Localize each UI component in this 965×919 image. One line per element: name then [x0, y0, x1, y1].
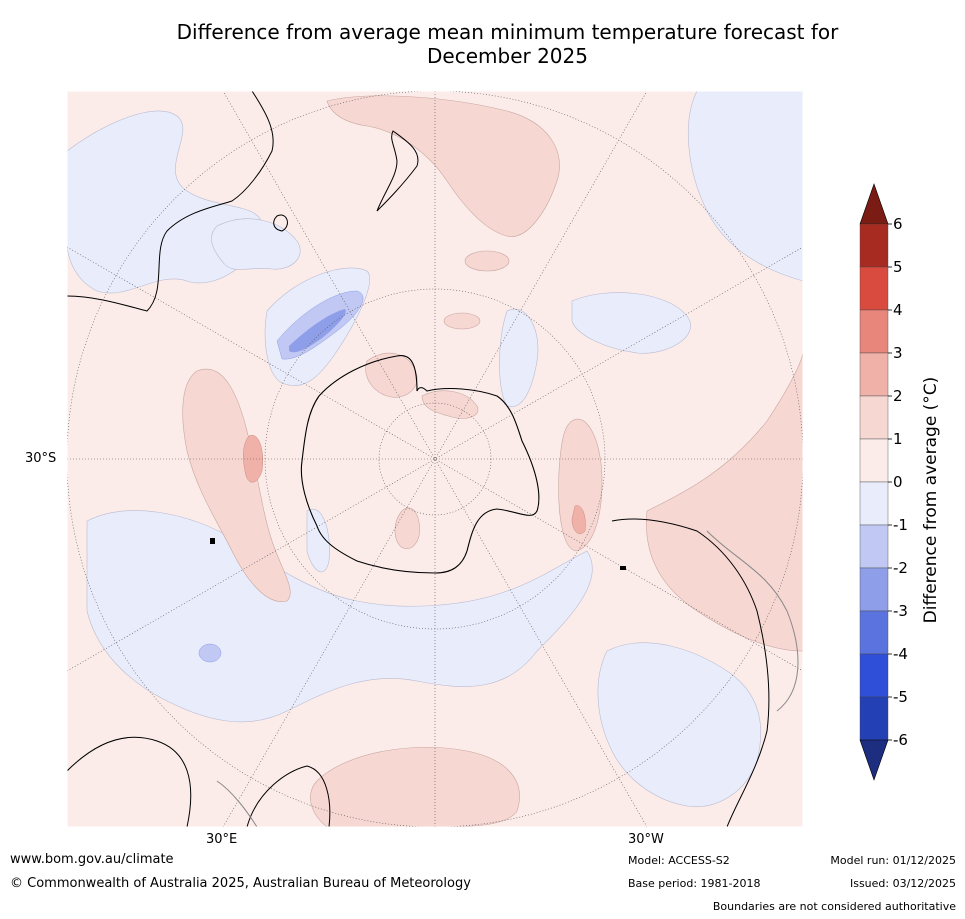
colorbar-segment [859, 567, 889, 612]
colorbar-tick-label: 4 [893, 301, 903, 319]
longitude-label-30w: 30°W [628, 832, 664, 847]
warm-spot-2 [443, 312, 481, 330]
footer-url: www.bom.gov.au/climate [10, 852, 174, 867]
colorbar-tick-label: 5 [893, 258, 903, 276]
warm-region-ross [394, 507, 420, 549]
colorbar-segment [859, 610, 889, 655]
cool-anomaly-regions [67, 91, 803, 808]
cool-region-south-east [597, 642, 762, 808]
continent-coastlines [67, 91, 799, 827]
colorbar-segment [859, 223, 889, 268]
moderate-cool-spot [198, 643, 222, 663]
footer-model-run: Model run: 01/12/2025 [830, 854, 956, 867]
warm-spot-1 [464, 250, 510, 272]
forecast-map [67, 91, 803, 827]
island-kerguelen [210, 538, 215, 544]
warm-region-south-america [646, 350, 803, 652]
warm-region-atlantic [558, 418, 603, 552]
colorbar-label-wrap: Difference from average (°C) [916, 377, 946, 624]
africa-coastline [67, 736, 192, 827]
warm-region-antarctic-peninsula [365, 352, 418, 398]
footer-model: Model: ACCESS-S2 [628, 854, 730, 867]
cool-region-rim [306, 508, 330, 573]
colorbar-tick-label: 1 [893, 430, 903, 448]
colorbar-tick-label: 6 [893, 215, 903, 233]
cool-region-north-east [688, 91, 803, 282]
warm-region-central [182, 368, 291, 602]
meridian-60w [67, 246, 803, 672]
strong-cool-streak [289, 309, 346, 353]
colorbar-segment [859, 524, 889, 569]
warm-region-south [310, 746, 520, 827]
chart-title: Difference from average mean minimum tem… [60, 20, 955, 68]
warm-region-weddell [421, 390, 479, 419]
title-line-1: Difference from average mean minimum tem… [176, 20, 839, 44]
colorbar-label: Difference from average (°C) [921, 376, 941, 624]
colorbar-tick-label: -4 [893, 645, 908, 663]
strong-warm-spot-atlantic [571, 505, 586, 535]
colorbar-tick-label: -2 [893, 559, 908, 577]
colorbar-segment [859, 653, 889, 698]
colorbar-extend-bottom [859, 739, 889, 781]
footer-disclaimer: Boundaries are not considered authoritat… [712, 900, 956, 913]
antarctica-coastline [300, 355, 540, 574]
colorbar-segment [859, 309, 889, 354]
colorbar-segment [859, 696, 889, 741]
africa-south-coastline [246, 765, 331, 827]
colorbar-segment [859, 438, 889, 483]
australia-coastline [67, 91, 274, 312]
colorbar-tick-label: -3 [893, 602, 908, 620]
south-america-border [706, 530, 799, 712]
colorbar-tick-label: -6 [893, 731, 908, 749]
south-africa-border [216, 780, 258, 827]
meridian-30e [222, 91, 648, 827]
islands [210, 538, 626, 570]
footer-issued: Issued: 03/12/2025 [849, 877, 956, 890]
graticule [67, 91, 803, 827]
cool-region-pacific [571, 292, 691, 354]
colorbar-tick-label: -5 [893, 688, 908, 706]
colorbar-segment [859, 395, 889, 440]
tasmania-coastline [273, 214, 288, 232]
footer-base-period: Base period: 1981-2018 [628, 877, 761, 890]
colorbar-tick-label: 0 [893, 473, 903, 491]
colorbar-segment [859, 481, 889, 526]
meridian-60e [67, 246, 803, 672]
colorbar-tick-label: 3 [893, 344, 903, 362]
colorbar-tick-label: -1 [893, 516, 908, 534]
colorbar-segment [859, 352, 889, 397]
cool-region-drake [499, 308, 539, 408]
colorbar-tick-label: 2 [893, 387, 903, 405]
warm-anomaly-regions [182, 95, 803, 827]
longitude-label-30e: 30°E [206, 832, 238, 847]
latitude-label-30s: 30°S [25, 451, 57, 466]
new-zealand-coastline [376, 130, 419, 212]
colorbar: 6 5 4 3 2 1 0 -1 -2 -3 -4 -5 -6 [855, 180, 965, 790]
colorbar-extend-top [859, 183, 889, 225]
colorbar-graphic: 6 5 4 3 2 1 0 -1 -2 -3 -4 -5 -6 [859, 183, 908, 781]
south-america-coastline [611, 518, 770, 827]
meridian-30w [222, 91, 648, 827]
colorbar-segment [859, 266, 889, 311]
warm-region-north-pacific [326, 95, 560, 237]
island-south-georgia [620, 566, 626, 570]
cool-region-tasman [211, 218, 301, 270]
footer-copyright: © Commonwealth of Australia 2025, Austra… [10, 876, 471, 891]
title-line-2: December 2025 [427, 44, 588, 68]
